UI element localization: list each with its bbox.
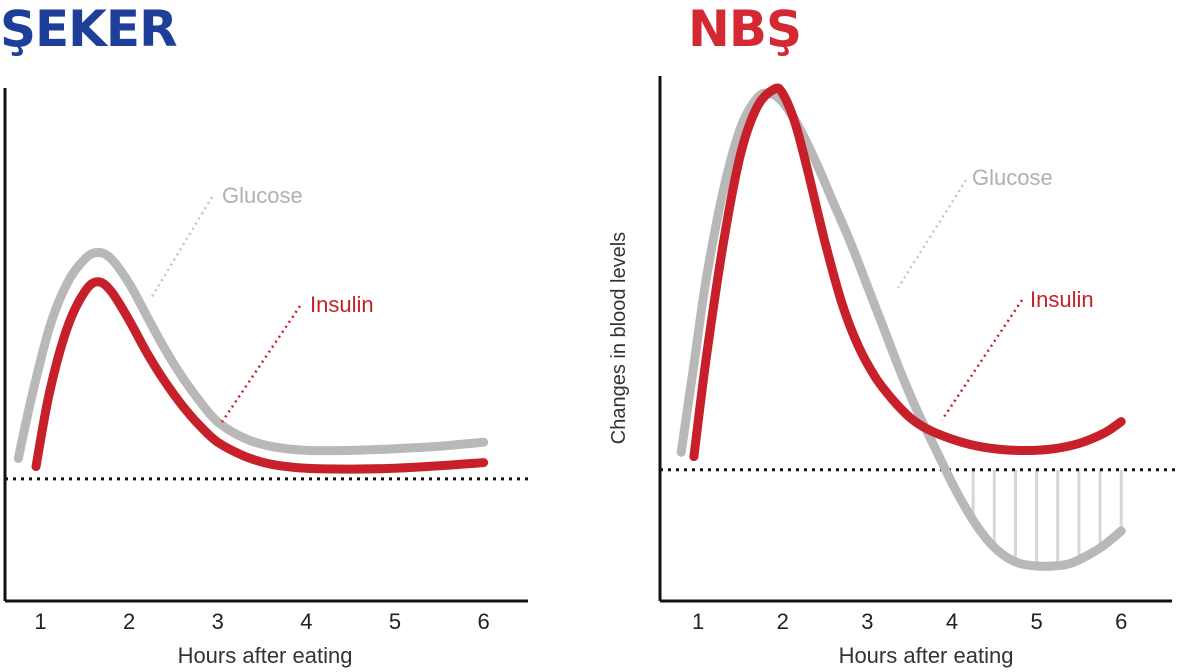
glucose-leader-line [148, 196, 214, 301]
x-tick-label: 3 [212, 609, 224, 634]
title-nbs: NBŞ [688, 0, 802, 58]
x-tick-label: 5 [1030, 609, 1042, 634]
insulin-curve [31, 277, 489, 474]
x-tick-label: 6 [1115, 609, 1127, 634]
glucose-leader-line [896, 179, 968, 289]
chart-seker: 1 2 3 4 5 6 Hours after eating Glucose Insulin [3, 88, 532, 668]
glucose-curve [676, 88, 1126, 571]
insulin-leader-line [220, 305, 302, 423]
x-tick-label: 4 [300, 609, 312, 634]
insulin-label: Insulin [1030, 287, 1094, 312]
x-tick-label: 5 [389, 609, 401, 634]
x-tick-label: 1 [692, 609, 704, 634]
x-tick-label: 2 [123, 609, 135, 634]
y-axis-label: Changes in blood levels [608, 232, 630, 444]
hypoglycemia-shading [971, 469, 1123, 566]
x-tick-label: 6 [478, 609, 490, 634]
insulin-label: Insulin [310, 292, 374, 317]
insulin-curve [689, 83, 1126, 462]
x-tick-label: 3 [861, 609, 873, 634]
glucose-label: Glucose [222, 183, 303, 208]
insulin-leader-line [940, 299, 1024, 421]
x-tick-label: 2 [777, 609, 789, 634]
chart-nbs: 1 2 3 4 5 6 Hours after eating Changes in blood… [608, 76, 1176, 668]
x-axis-label: Hours after eating [839, 643, 1014, 668]
title-seker: ŞEKER [0, 0, 178, 58]
x-tick-label: 1 [34, 609, 46, 634]
x-axis-label: Hours after eating [178, 643, 353, 668]
glucose-label: Glucose [972, 165, 1053, 190]
x-tick-label: 4 [946, 609, 958, 634]
glucose-curve [13, 248, 489, 463]
